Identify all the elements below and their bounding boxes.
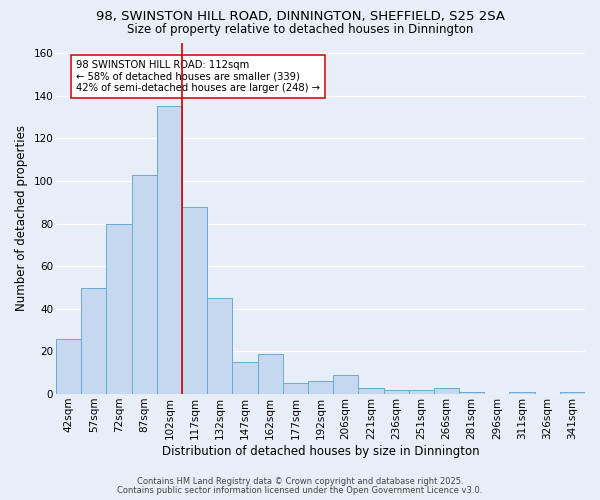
Bar: [257, 354, 283, 394]
Bar: [308, 382, 333, 394]
Bar: [560, 392, 585, 394]
Text: Size of property relative to detached houses in Dinnington: Size of property relative to detached ho…: [127, 22, 473, 36]
Bar: [81, 288, 106, 394]
Bar: [157, 106, 182, 394]
Bar: [434, 388, 459, 394]
Bar: [409, 390, 434, 394]
Text: Contains public sector information licensed under the Open Government Licence v3: Contains public sector information licen…: [118, 486, 482, 495]
Bar: [131, 174, 157, 394]
Y-axis label: Number of detached properties: Number of detached properties: [15, 126, 28, 312]
Bar: [207, 298, 232, 394]
Bar: [358, 388, 383, 394]
Bar: [459, 392, 484, 394]
Text: 98, SWINSTON HILL ROAD, DINNINGTON, SHEFFIELD, S25 2SA: 98, SWINSTON HILL ROAD, DINNINGTON, SHEF…: [95, 10, 505, 23]
Bar: [106, 224, 131, 394]
Bar: [232, 362, 257, 394]
Bar: [56, 338, 81, 394]
Bar: [509, 392, 535, 394]
Bar: [283, 384, 308, 394]
Text: 98 SWINSTON HILL ROAD: 112sqm
← 58% of detached houses are smaller (339)
42% of : 98 SWINSTON HILL ROAD: 112sqm ← 58% of d…: [76, 60, 320, 92]
X-axis label: Distribution of detached houses by size in Dinnington: Distribution of detached houses by size …: [162, 444, 479, 458]
Bar: [333, 375, 358, 394]
Bar: [182, 206, 207, 394]
Bar: [383, 390, 409, 394]
Text: Contains HM Land Registry data © Crown copyright and database right 2025.: Contains HM Land Registry data © Crown c…: [137, 477, 463, 486]
